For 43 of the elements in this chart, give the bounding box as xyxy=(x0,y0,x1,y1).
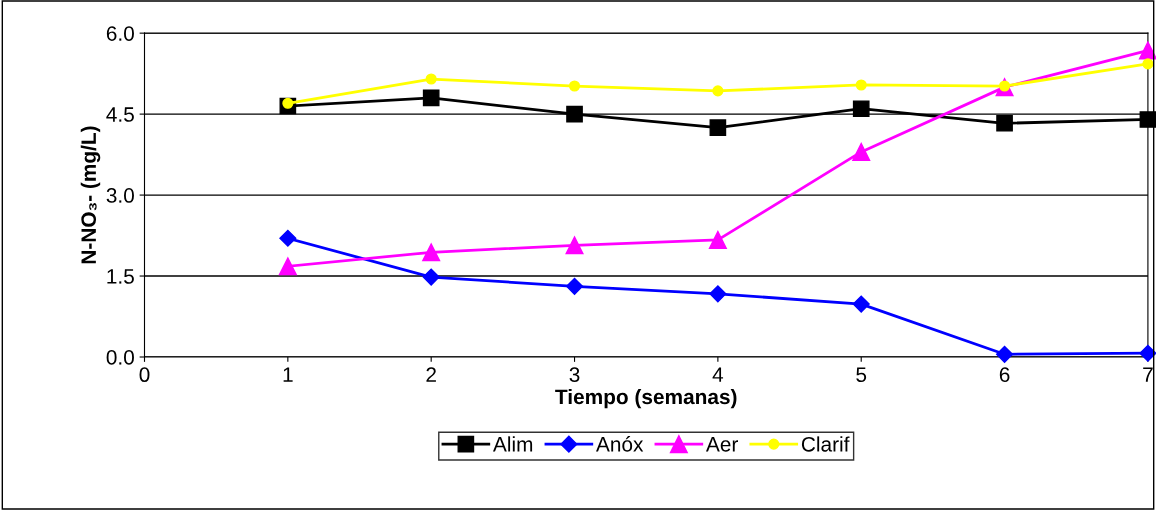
point xyxy=(565,236,584,255)
point xyxy=(279,229,297,247)
x-tick-label: 3 xyxy=(569,367,580,383)
x-tick-label: 4 xyxy=(712,367,724,382)
y-tick-label: 6.0 xyxy=(106,26,134,41)
y-tick-label: 1.5 xyxy=(107,269,134,284)
point xyxy=(565,277,584,295)
point xyxy=(1139,111,1156,128)
point xyxy=(996,114,1013,132)
legend-label: Aer xyxy=(705,437,739,452)
x-tick-label: 0 xyxy=(139,367,150,383)
x-tick-label: 2 xyxy=(426,367,436,382)
x-tick-label: 1 xyxy=(283,367,293,382)
x-tick-label: 6 xyxy=(999,367,1010,383)
point xyxy=(425,73,437,85)
point xyxy=(1139,344,1156,362)
x-tick-label: 7 xyxy=(1143,367,1153,382)
point xyxy=(852,100,870,118)
point xyxy=(422,89,440,107)
y-tick-label: 4.5 xyxy=(106,107,134,122)
legend-label: Anóx xyxy=(595,436,644,452)
y-tick-label: 0.0 xyxy=(106,350,134,365)
legend-label: Clarif xyxy=(801,436,850,452)
point xyxy=(996,345,1014,363)
point xyxy=(708,230,727,249)
point xyxy=(278,257,297,276)
point xyxy=(855,79,867,91)
y-tick-label: 3.0 xyxy=(106,188,134,203)
x-tick-label: 5 xyxy=(856,367,867,383)
x-axis-title: Tiempo (semanas) xyxy=(555,388,737,409)
point xyxy=(422,268,440,286)
point xyxy=(422,243,441,262)
point xyxy=(566,105,583,123)
y-axis-title: N-NO₃- (mg/L) xyxy=(80,126,101,264)
point xyxy=(852,295,870,313)
point xyxy=(568,80,581,92)
point xyxy=(709,119,727,136)
point xyxy=(852,142,871,161)
point xyxy=(712,85,724,97)
legend-label: Alim xyxy=(492,436,533,452)
point xyxy=(1142,58,1154,70)
point xyxy=(709,285,727,303)
point xyxy=(1138,41,1156,60)
